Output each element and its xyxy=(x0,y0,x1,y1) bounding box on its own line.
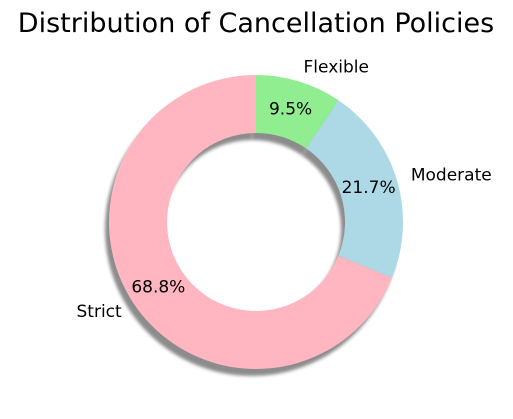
percent-labels: 9.5% 21.7% 68.8% xyxy=(131,100,395,298)
slice-strict xyxy=(108,75,392,369)
slice-label-flexible: Flexible xyxy=(304,57,369,77)
slice-percent-flexible: 9.5% xyxy=(269,100,312,120)
slice-labels: Flexible Moderate Strict xyxy=(77,57,492,322)
slice-percent-moderate: 21.7% xyxy=(342,178,396,198)
chart-title: Distribution of Cancellation Policies xyxy=(18,8,494,39)
slice-moderate xyxy=(306,100,403,278)
slice-label-strict: Strict xyxy=(77,302,123,322)
slice-flexible xyxy=(256,75,339,149)
slice-percent-strict: 68.8% xyxy=(131,277,185,297)
donut-slices xyxy=(108,75,403,369)
slice-label-moderate: Moderate xyxy=(411,165,492,185)
